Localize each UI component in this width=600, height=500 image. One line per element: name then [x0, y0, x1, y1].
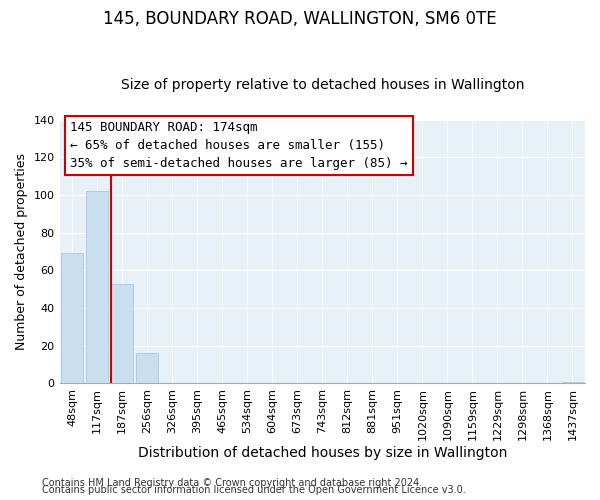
Text: 145, BOUNDARY ROAD, WALLINGTON, SM6 0TE: 145, BOUNDARY ROAD, WALLINGTON, SM6 0TE [103, 10, 497, 28]
Y-axis label: Number of detached properties: Number of detached properties [15, 153, 28, 350]
Bar [86, 191, 108, 384]
Text: Contains public sector information licensed under the Open Government Licence v3: Contains public sector information licen… [42, 485, 466, 495]
X-axis label: Distribution of detached houses by size in Wallington: Distribution of detached houses by size … [137, 446, 507, 460]
Bar [562, 382, 583, 384]
Text: 145 BOUNDARY ROAD: 174sqm
← 65% of detached houses are smaller (155)
35% of semi: 145 BOUNDARY ROAD: 174sqm ← 65% of detac… [70, 121, 407, 170]
Bar [61, 254, 83, 384]
Title: Size of property relative to detached houses in Wallington: Size of property relative to detached ho… [121, 78, 524, 92]
Bar [136, 354, 158, 384]
Text: Contains HM Land Registry data © Crown copyright and database right 2024.: Contains HM Land Registry data © Crown c… [42, 478, 422, 488]
Bar [112, 284, 133, 384]
